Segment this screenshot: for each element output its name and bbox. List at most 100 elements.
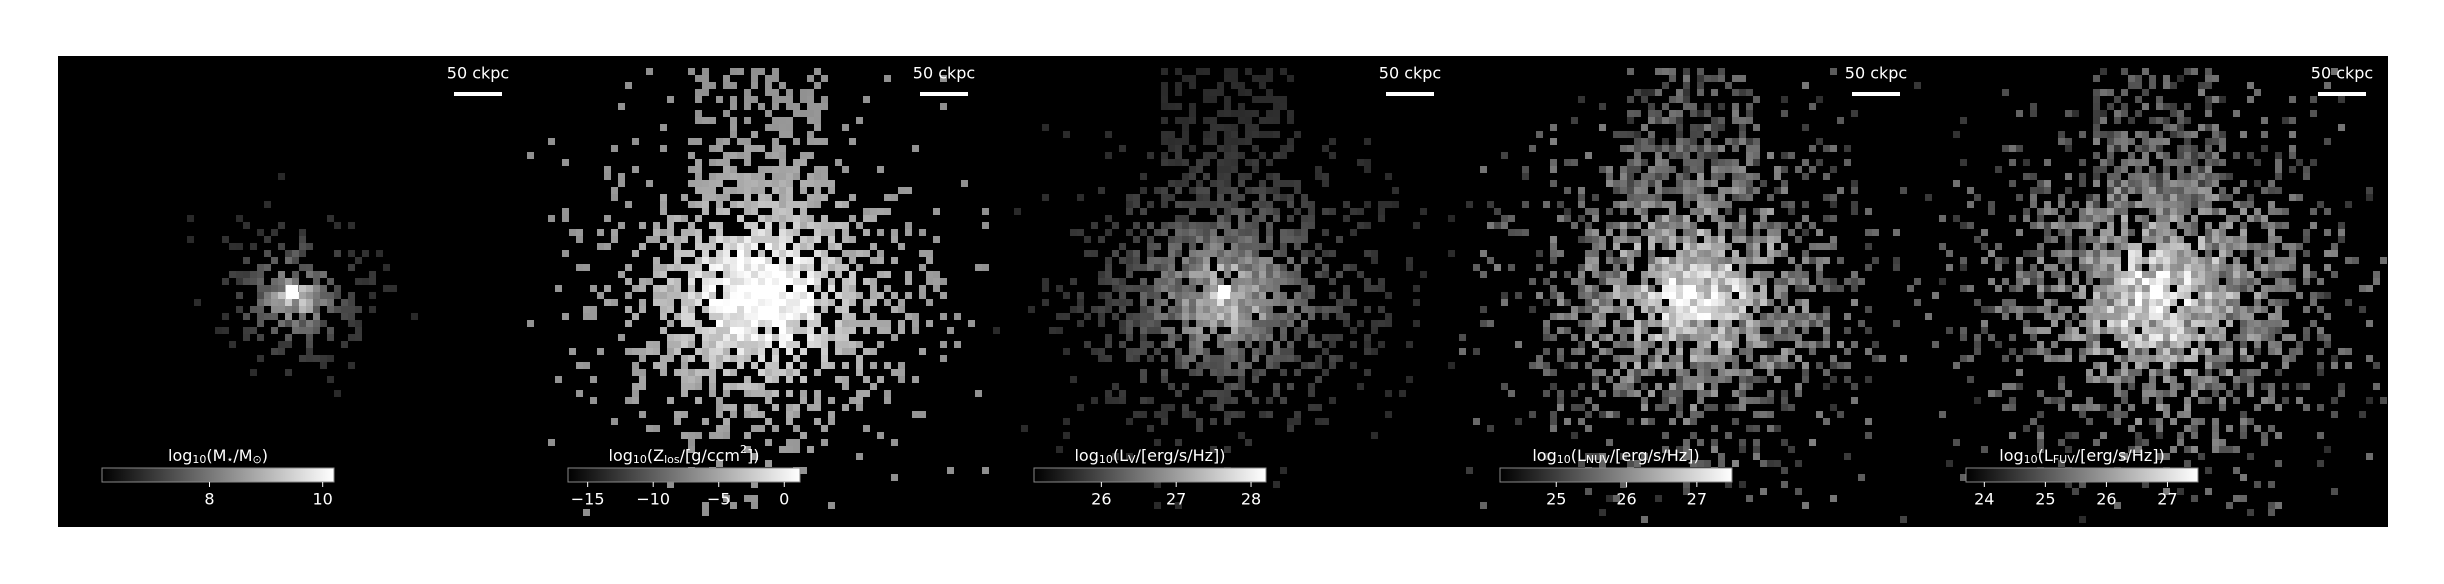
pixel — [863, 425, 870, 432]
pixel — [807, 110, 814, 117]
pixel — [863, 278, 870, 285]
pixel — [709, 292, 716, 299]
pixel — [646, 180, 653, 187]
pixel — [1119, 145, 1126, 152]
pixel — [2317, 306, 2324, 313]
pixel — [1620, 236, 1627, 243]
pixel — [1133, 236, 1140, 243]
pixel — [1795, 299, 1802, 306]
pixel — [1238, 327, 1245, 334]
pixel — [2226, 306, 2233, 313]
pixel — [1634, 208, 1641, 215]
pixel — [1203, 173, 1210, 180]
pixel — [1746, 278, 1753, 285]
colorbar-tick-label: 27 — [1687, 490, 1707, 509]
pixel — [730, 257, 737, 264]
pixel — [1259, 117, 1266, 124]
pixel — [618, 180, 625, 187]
pixel — [877, 166, 884, 173]
pixel — [257, 313, 264, 320]
pixel — [2093, 376, 2100, 383]
pixel — [1711, 180, 1718, 187]
pixel — [1683, 103, 1690, 110]
pixel — [1557, 404, 1564, 411]
pixel — [2142, 194, 2149, 201]
pixel — [2359, 411, 2366, 418]
pixel — [1960, 159, 1967, 166]
pixel — [1739, 229, 1746, 236]
pixel — [1613, 411, 1620, 418]
pixel — [2254, 425, 2261, 432]
pixel — [285, 250, 292, 257]
pixel — [2296, 348, 2303, 355]
pixel — [779, 124, 786, 131]
pixel — [1224, 313, 1231, 320]
pixel — [1648, 236, 1655, 243]
pixel — [2135, 159, 2142, 166]
pixel — [2261, 264, 2268, 271]
pixel — [1676, 257, 1683, 264]
pixel — [1259, 299, 1266, 306]
pixel — [1585, 320, 1592, 327]
pixel — [2037, 243, 2044, 250]
pixel — [1252, 327, 1259, 334]
pixel — [1550, 411, 1557, 418]
pixel — [1308, 341, 1315, 348]
pixel — [688, 292, 695, 299]
pixel — [1627, 341, 1634, 348]
pixel — [758, 271, 765, 278]
pixel — [2170, 236, 2177, 243]
pixel — [870, 278, 877, 285]
pixel — [2093, 124, 2100, 131]
pixel — [828, 362, 835, 369]
pixel — [2065, 320, 2072, 327]
pixel — [1830, 194, 1837, 201]
pixel — [1182, 362, 1189, 369]
pixel — [1322, 348, 1329, 355]
pixel — [1718, 299, 1725, 306]
pixel — [1823, 243, 1830, 250]
pixel — [2289, 264, 2296, 271]
pixel — [1648, 145, 1655, 152]
pixel — [2142, 173, 2149, 180]
pixel — [1126, 271, 1133, 278]
pixel — [1802, 82, 1809, 89]
pixel — [786, 187, 793, 194]
pixel — [723, 425, 730, 432]
pixel — [327, 355, 334, 362]
pixel — [1893, 257, 1900, 264]
pixel — [1613, 306, 1620, 313]
pixel — [758, 236, 765, 243]
pixel — [1119, 327, 1126, 334]
pixel — [1697, 362, 1704, 369]
pixel — [1161, 299, 1168, 306]
pixel — [2240, 222, 2247, 229]
pixel — [2177, 180, 2184, 187]
pixel — [716, 334, 723, 341]
pixel — [2212, 285, 2219, 292]
pixel — [758, 369, 765, 376]
pixel — [2380, 397, 2387, 404]
pixel — [1336, 306, 1343, 313]
pixel — [2191, 390, 2198, 397]
pixel — [695, 166, 702, 173]
pixel — [1711, 355, 1718, 362]
pixel — [1224, 257, 1231, 264]
pixel — [779, 334, 786, 341]
pixel — [660, 124, 667, 131]
pixel — [2107, 376, 2114, 383]
pixel — [1273, 292, 1280, 299]
pixel — [1732, 390, 1739, 397]
pixel — [1105, 306, 1112, 313]
pixel — [1592, 236, 1599, 243]
pixel — [1105, 397, 1112, 404]
pixel — [2296, 159, 2303, 166]
colorbar-label-part: log — [1532, 446, 1556, 465]
pixel — [1480, 320, 1487, 327]
pixel — [2254, 159, 2261, 166]
pixel — [1592, 292, 1599, 299]
pixel — [772, 306, 779, 313]
pixel — [1725, 432, 1732, 439]
pixel — [1683, 229, 1690, 236]
pixel — [1252, 257, 1259, 264]
